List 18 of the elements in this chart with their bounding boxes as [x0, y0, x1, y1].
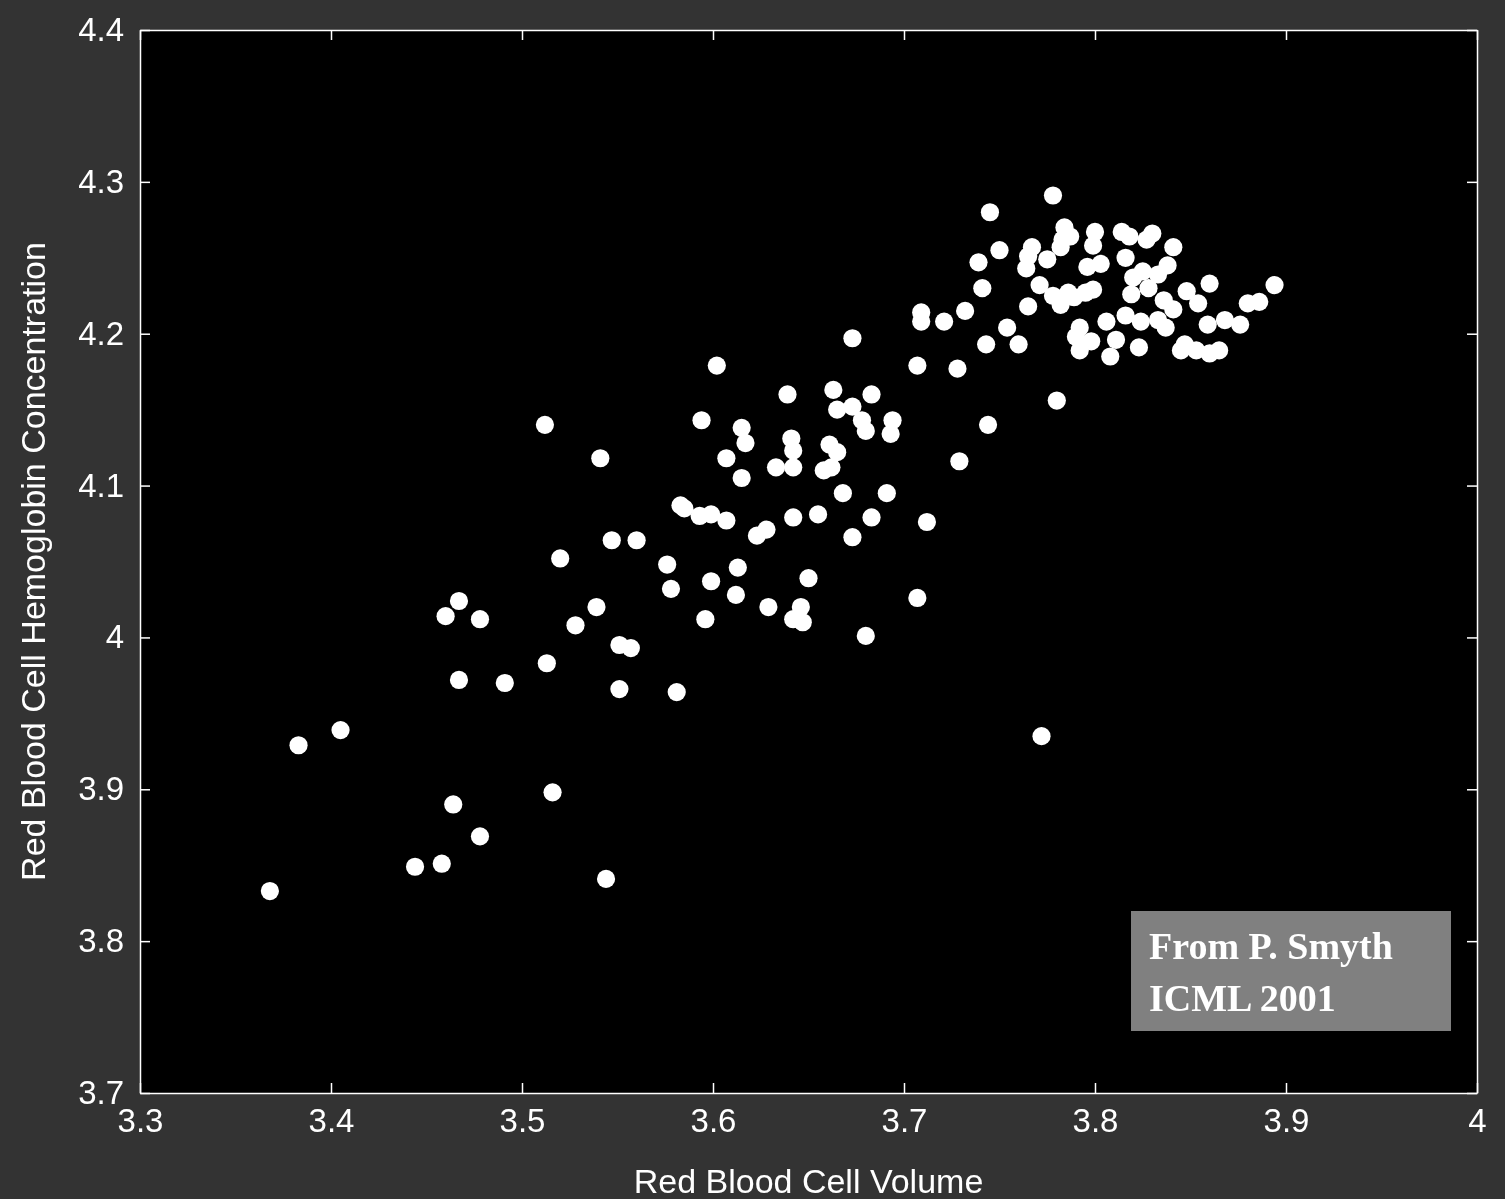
x-tick-label: 3.3 — [117, 1102, 164, 1140]
y-tick-label: 4.3 — [78, 162, 124, 200]
x-tick-label: 3.5 — [499, 1102, 546, 1140]
y-axis-title: Red Blood Cell Hemoglobin Concentration — [14, 242, 52, 881]
y-tick-label: 4 — [105, 618, 124, 656]
x-axis-title: Red Blood Cell Volume — [633, 1162, 984, 1199]
y-tick-label: 4.2 — [78, 314, 124, 352]
x-tick-label: 3.7 — [881, 1102, 928, 1140]
annotation: From P. Smyth ICML 2001 — [1149, 925, 1393, 1019]
x-tick-label: 4 — [1468, 1102, 1487, 1140]
y-tick-label: 3.9 — [78, 770, 124, 808]
y-tick-label: 4.4 — [78, 11, 124, 49]
x-tick-label: 3.9 — [1263, 1102, 1310, 1140]
x-tick-label: 3.8 — [1072, 1102, 1119, 1140]
y-tick-label: 3.8 — [78, 922, 124, 960]
x-tick-label: 3.4 — [308, 1102, 355, 1140]
x-tick-label: 3.6 — [690, 1102, 737, 1140]
y-tick-label: 4.1 — [78, 466, 124, 504]
